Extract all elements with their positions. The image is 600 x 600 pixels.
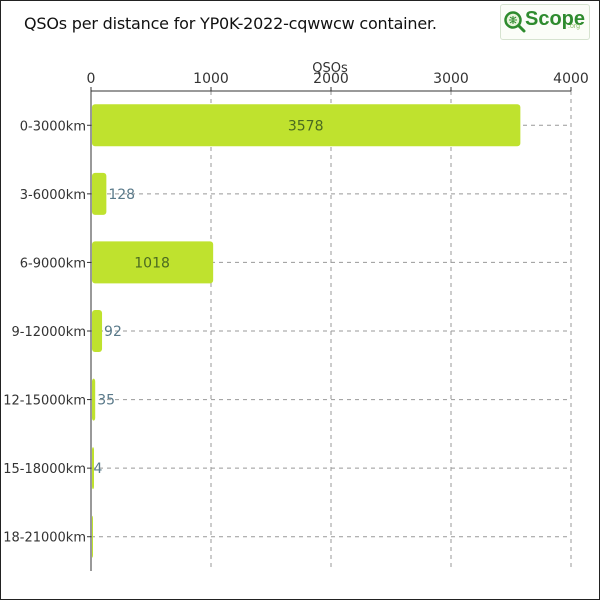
bar (92, 378, 96, 421)
qscope-logo[interactable]: Scope .org (500, 4, 590, 40)
x-axis-label: QSOs (312, 61, 348, 76)
x-tick-label: 1000 (193, 71, 229, 87)
value-label: 1018 (134, 255, 170, 271)
logo-suffix: .org (568, 23, 581, 30)
value-label: 128 (108, 187, 135, 203)
x-tick-label: 3000 (433, 71, 469, 87)
logo-text: Scope (525, 8, 586, 30)
y-tick-label: 3-6000km (20, 188, 86, 203)
axes: 0 1000 2000 3000 4000 0-3000km 3-6000km 6-9000k… (3, 71, 589, 571)
value-label: 35 (97, 393, 115, 409)
grid-lines (91, 91, 572, 571)
x-tick-label: 2000 (313, 71, 349, 87)
y-tick-label: 6-9000km (20, 256, 86, 271)
bar (92, 515, 93, 558)
y-tick-label: 15-18000km (3, 462, 86, 477)
x-tick-label: 0 (87, 71, 96, 87)
y-tick-label: 18-21000km (3, 531, 86, 546)
magnifier-globe-icon (504, 11, 526, 33)
value-label: 4 (93, 461, 102, 477)
value-label: 92 (104, 324, 122, 340)
x-tick-label: 4000 (553, 71, 589, 87)
bar (92, 104, 521, 147)
bar (92, 310, 103, 352)
y-tick-label: 12-15000km (3, 394, 86, 409)
y-tick-label: 9-12000km (11, 325, 86, 340)
bar (92, 172, 107, 215)
y-tick-label: 0-3000km (20, 119, 86, 134)
bar (92, 447, 94, 490)
value-label: 3578 (288, 118, 324, 134)
bars: 3578 128 1018 92 35 4 (92, 104, 521, 558)
bar (92, 241, 214, 284)
chart-title: QSOs per distance for YP0K-2022-cqwwcw c… (24, 14, 437, 33)
